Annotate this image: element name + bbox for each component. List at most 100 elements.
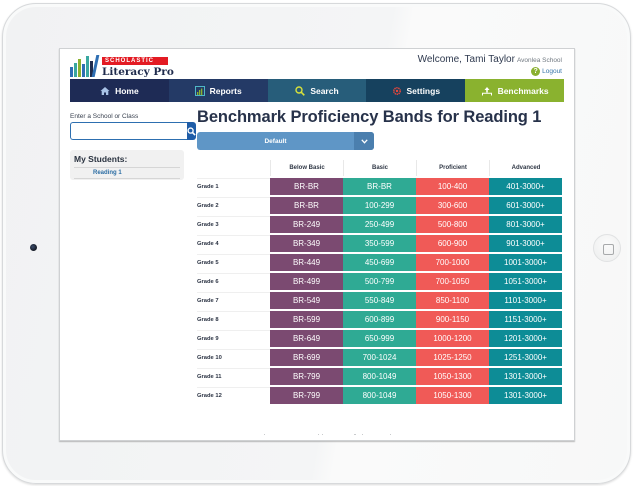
below-basic-cell: BR-349 — [270, 235, 343, 252]
advanced-cell: 401-3000+ — [489, 178, 562, 195]
below-basic-cell: BR-249 — [270, 216, 343, 233]
below-basic-cell: BR-799 — [270, 368, 343, 385]
below-basic-cell: BR-BR — [270, 178, 343, 195]
logout-link[interactable]: Logout — [542, 68, 562, 75]
brand-badge: SCHOLASTIC — [102, 56, 168, 65]
grade-label: Grade 1 — [197, 178, 270, 195]
advanced-cell: 801-3000+ — [489, 216, 562, 233]
column-header-below-basic: Below Basic — [270, 160, 343, 176]
nav-search-label: Search — [310, 85, 339, 96]
home-button[interactable] — [593, 234, 621, 262]
nav-settings-label: Settings — [406, 85, 441, 96]
main-nav: Home Reports Search Settings — [70, 79, 564, 102]
table-row: Grade 2 BR-BR 100-299 300-600 601-3000+ — [197, 197, 562, 214]
advanced-cell: 1301-3000+ — [489, 368, 562, 385]
proficient-cell: 850-1100 — [416, 292, 489, 309]
product-name: Literacy Pro — [102, 65, 174, 78]
nav-search[interactable]: Search — [267, 79, 367, 102]
advanced-cell: 1051-3000+ — [489, 273, 562, 290]
table-row: Grade 1 BR-BR BR-BR 100-400 401-3000+ — [197, 178, 562, 195]
help-icon[interactable]: ? — [531, 67, 541, 76]
below-basic-cell: BR-699 — [270, 349, 343, 366]
grade-column-header — [197, 160, 270, 176]
my-students-title: My Students: — [74, 154, 180, 168]
logo[interactable]: SCHOLASTIC Literacy Pro — [70, 53, 174, 77]
welcome-text: Welcome, Tami Taylor Avonlea School — [418, 54, 562, 65]
proficient-cell: 1050-1300 — [416, 387, 489, 404]
table-row: Grade 5 BR-449 450-699 700-1000 1001-300… — [197, 254, 562, 271]
student-class-link[interactable]: Reading 1 — [74, 168, 180, 179]
grade-label: Grade 9 — [197, 330, 270, 347]
below-basic-cell: BR-599 — [270, 311, 343, 328]
advanced-cell: 601-3000+ — [489, 197, 562, 214]
basic-cell: BR-BR — [343, 178, 416, 195]
table-row: Grade 12 BR-799 800-1049 1050-1300 1301-… — [197, 387, 562, 404]
table-row: Grade 6 BR-499 500-799 700-1050 1051-300… — [197, 273, 562, 290]
grade-label: Grade 7 — [197, 292, 270, 309]
upload-icon — [481, 86, 492, 95]
basic-cell: 250-499 — [343, 216, 416, 233]
chevron-down-icon[interactable] — [354, 132, 374, 150]
bar-chart-icon — [194, 85, 205, 96]
advanced-cell: 1151-3000+ — [489, 311, 562, 328]
proficient-cell: 500-800 — [416, 216, 489, 233]
advanced-cell: 1001-3000+ — [489, 254, 562, 271]
basic-cell: 500-799 — [343, 273, 416, 290]
grade-label: Grade 12 — [197, 387, 270, 404]
search-button[interactable] — [187, 122, 196, 140]
app-screen: SCHOLASTIC Literacy Pro Welcome, Tami Ta… — [59, 48, 575, 441]
basic-cell: 450-699 — [343, 254, 416, 271]
basic-cell: 700-1024 — [343, 349, 416, 366]
page-title: Benchmark Proficiency Bands for Reading … — [197, 108, 542, 126]
table-row: Grade 4 BR-349 350-599 600-900 901-3000+ — [197, 235, 562, 252]
basic-cell: 100-299 — [343, 197, 416, 214]
gear-icon — [392, 86, 401, 95]
nav-settings[interactable]: Settings — [366, 79, 466, 102]
proficient-cell: 900-1150 — [416, 311, 489, 328]
advanced-cell: 1251-3000+ — [489, 349, 562, 366]
school-name: Avonlea School — [516, 57, 562, 64]
proficiency-bands-table: Below Basic Basic Proficient Advanced Gr… — [197, 158, 562, 406]
below-basic-cell: BR-499 — [270, 273, 343, 290]
grade-label: Grade 5 — [197, 254, 270, 271]
basic-cell: 550-849 — [343, 292, 416, 309]
nav-reports[interactable]: Reports — [168, 79, 268, 102]
table-row: Grade 10 BR-699 700-1024 1025-1250 1251-… — [197, 349, 562, 366]
column-header-advanced: Advanced — [489, 160, 562, 176]
proficient-cell: 700-1050 — [416, 273, 489, 290]
grade-label: Grade 11 — [197, 368, 270, 385]
proficient-cell: 1000-1200 — [416, 330, 489, 347]
table-row: Grade 9 BR-649 650-999 1000-1200 1201-30… — [197, 330, 562, 347]
below-basic-cell: BR-799 — [270, 387, 343, 404]
table-row: Grade 3 BR-249 250-499 500-800 801-3000+ — [197, 216, 562, 233]
school-class-search — [70, 122, 196, 140]
proficient-cell: 1025-1250 — [416, 349, 489, 366]
camera-icon — [30, 244, 37, 251]
proficient-cell: 1050-1300 — [416, 368, 489, 385]
footer-dots — [264, 434, 391, 436]
proficient-cell: 700-1000 — [416, 254, 489, 271]
advanced-cell: 1301-3000+ — [489, 387, 562, 404]
basic-cell: 800-1049 — [343, 387, 416, 404]
band-set-dropdown[interactable]: Default — [197, 132, 374, 150]
nav-benchmarks-label: Benchmarks — [497, 85, 549, 96]
proficient-cell: 600-900 — [416, 235, 489, 252]
advanced-cell: 1101-3000+ — [489, 292, 562, 309]
advanced-cell: 901-3000+ — [489, 235, 562, 252]
below-basic-cell: BR-649 — [270, 330, 343, 347]
basic-cell: 350-599 — [343, 235, 416, 252]
nav-home[interactable]: Home — [70, 79, 169, 102]
magnifier-icon — [295, 85, 306, 96]
nav-reports-label: Reports — [209, 85, 242, 96]
search-icon — [187, 126, 196, 136]
grade-label: Grade 4 — [197, 235, 270, 252]
table-header-row: Below Basic Basic Proficient Advanced — [197, 160, 562, 176]
basic-cell: 650-999 — [343, 330, 416, 347]
grade-label: Grade 2 — [197, 197, 270, 214]
nav-benchmarks[interactable]: Benchmarks — [465, 79, 564, 102]
basic-cell: 600-899 — [343, 311, 416, 328]
below-basic-cell: BR-549 — [270, 292, 343, 309]
search-input[interactable] — [70, 122, 187, 140]
proficient-cell: 300-600 — [416, 197, 489, 214]
welcome-user: Welcome, Tami Taylor — [417, 54, 515, 65]
